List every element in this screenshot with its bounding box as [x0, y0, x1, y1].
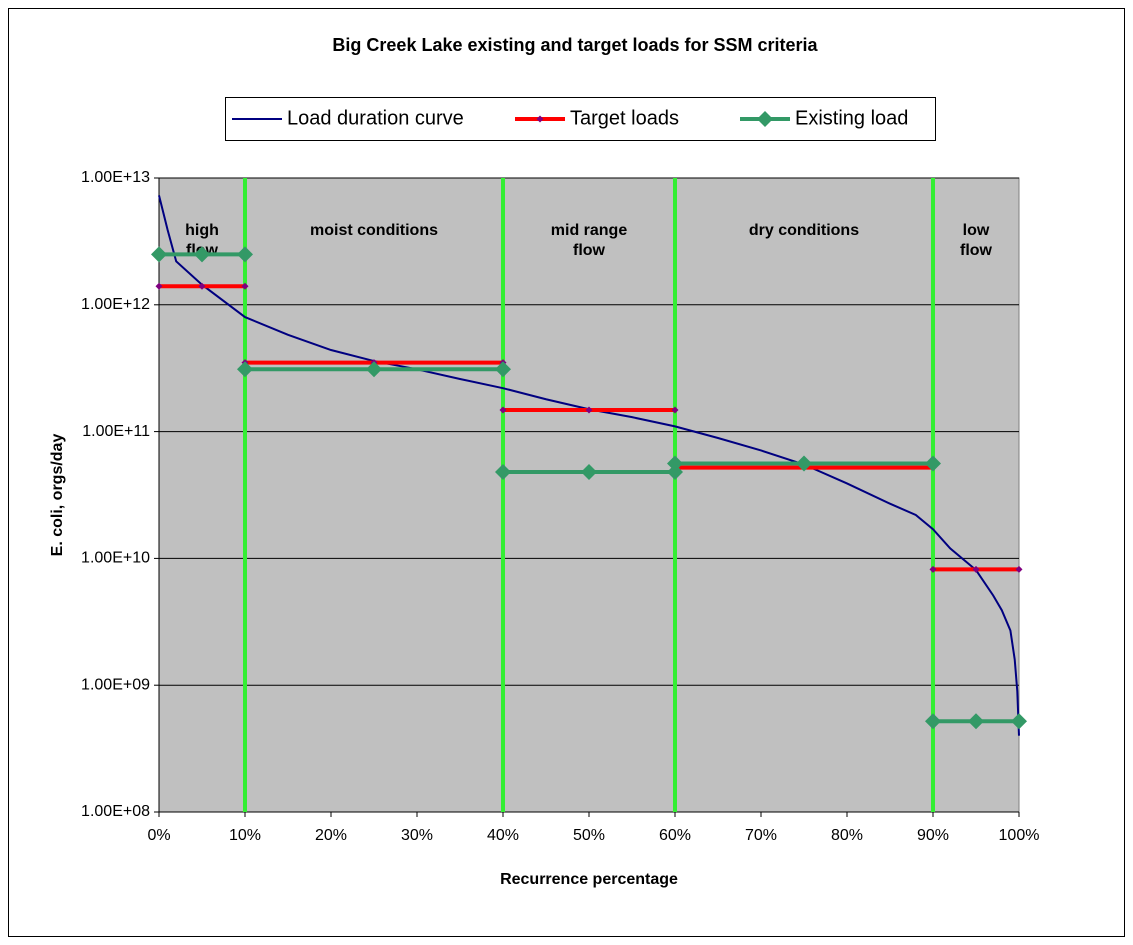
data-point [194, 246, 210, 263]
x-tick-label: 10% [229, 827, 261, 844]
legend-marker [757, 111, 773, 127]
plot-area [158, 177, 1020, 813]
region-label: flow [960, 242, 993, 259]
data-point [499, 406, 507, 414]
legend-label: Load duration curve [287, 107, 464, 129]
y-axis-title: E. coli, orgs/day [49, 434, 66, 557]
y-tick-label: 1.00E+11 [82, 423, 150, 440]
region-label: low [963, 222, 990, 239]
x-tick-label: 0% [147, 827, 170, 844]
legend-box [225, 97, 936, 141]
x-tick-label: 70% [745, 827, 777, 844]
data-point [585, 406, 593, 414]
x-tick-label: 60% [659, 827, 691, 844]
data-point [968, 713, 984, 730]
data-point [581, 464, 597, 481]
data-point [237, 361, 253, 378]
data-point [198, 282, 206, 290]
data-point [667, 464, 683, 481]
x-tick-label: 100% [999, 827, 1040, 844]
data-point [929, 565, 937, 573]
x-tick-label: 50% [573, 827, 605, 844]
data-point [495, 464, 511, 481]
legend-label: Existing load [795, 107, 908, 129]
data-point [667, 455, 683, 472]
y-tick-label: 1.00E+10 [81, 550, 150, 567]
data-point [151, 246, 167, 263]
x-tick-label: 40% [487, 827, 519, 844]
region-label: flow [573, 242, 606, 259]
data-point [1015, 565, 1023, 573]
y-tick-label: 1.00E+09 [81, 676, 150, 693]
legend-marker [536, 115, 544, 123]
x-axis-title: Recurrence percentage [500, 871, 678, 888]
series-line [158, 195, 1020, 736]
y-tick-label: 1.00E+13 [81, 169, 150, 186]
x-tick-label: 30% [401, 827, 433, 844]
data-point [237, 246, 253, 263]
region-label: high [185, 222, 219, 239]
data-point [925, 713, 941, 730]
data-point [925, 455, 941, 472]
data-point [972, 565, 980, 573]
data-point [366, 361, 382, 378]
data-point [241, 282, 249, 290]
data-point [671, 406, 679, 414]
x-tick-label: 90% [917, 827, 949, 844]
y-tick-label: 1.00E+12 [81, 296, 150, 313]
region-label: mid range [551, 222, 628, 239]
data-point [796, 455, 812, 472]
region-label: moist conditions [310, 222, 438, 239]
chart-title: Big Creek Lake existing and target loads… [332, 35, 818, 55]
data-point [155, 282, 163, 290]
x-tick-label: 80% [831, 827, 863, 844]
region-label: dry conditions [749, 222, 859, 239]
x-tick-label: 20% [315, 827, 347, 844]
legend-label: Target loads [570, 107, 679, 129]
y-tick-label: 1.00E+08 [81, 803, 150, 820]
data-point [495, 361, 511, 378]
data-point [1011, 713, 1027, 730]
